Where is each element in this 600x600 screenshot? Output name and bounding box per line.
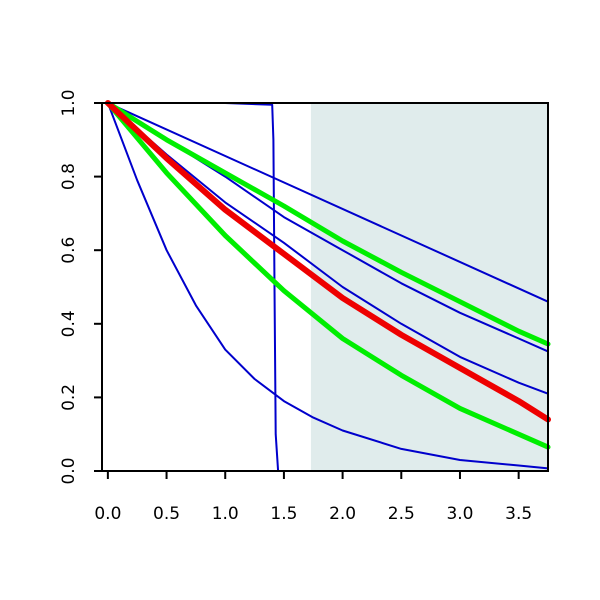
y-tick-label: 0.2 <box>59 384 79 411</box>
series-line-2 <box>106 102 549 470</box>
x-tick-label: 3.0 <box>446 504 473 524</box>
series-line-8 <box>104 100 551 423</box>
x-tick-label: 1.0 <box>212 504 239 524</box>
x-tick-label: 0.5 <box>153 504 180 524</box>
y-tick-label: 0.4 <box>59 310 79 337</box>
y-tick-label: 0.8 <box>59 163 79 190</box>
y-tick-label: 0.6 <box>59 237 79 264</box>
series-line-5 <box>106 102 549 303</box>
x-tick-label: 0.0 <box>94 504 121 524</box>
series-layer <box>104 100 551 472</box>
y-axis: 0.0 0.2 0.4 0.6 0.8 1.0 <box>59 89 102 485</box>
x-axis: 0.0 0.5 1.0 1.5 2.0 2.5 3.0 3.5 <box>94 470 532 524</box>
y-tick-label: 0.0 <box>59 457 79 484</box>
x-tick-label: 2.0 <box>329 504 356 524</box>
x-tick-label: 3.5 <box>505 504 532 524</box>
series-line-3 <box>106 102 549 395</box>
series-line-7 <box>105 100 551 450</box>
x-tick-label: 1.5 <box>270 504 297 524</box>
series-line-6 <box>105 100 551 347</box>
y-tick-label: 1.0 <box>59 89 79 116</box>
x-tick-label: 2.5 <box>388 504 415 524</box>
